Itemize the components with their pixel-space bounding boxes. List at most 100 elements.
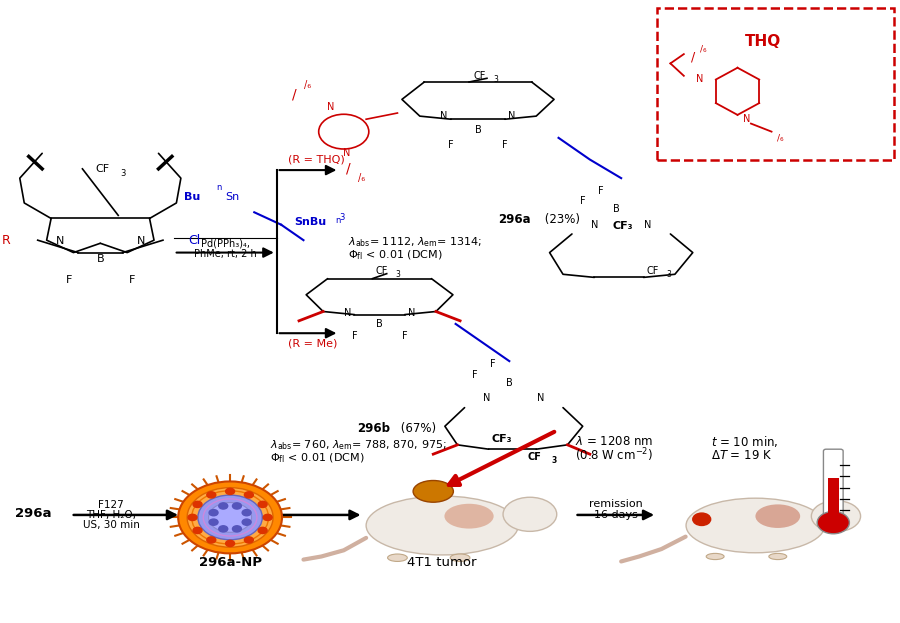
Text: n: n bbox=[217, 183, 222, 193]
Text: N: N bbox=[137, 236, 145, 247]
Text: N: N bbox=[697, 74, 704, 84]
Text: N: N bbox=[327, 102, 334, 112]
Circle shape bbox=[219, 526, 228, 532]
Text: 4T1 tumor: 4T1 tumor bbox=[408, 556, 477, 569]
Text: (R = THQ): (R = THQ) bbox=[288, 155, 345, 164]
Text: THF, H₂O,: THF, H₂O, bbox=[86, 510, 136, 520]
Text: N: N bbox=[742, 114, 751, 124]
Text: /₆: /₆ bbox=[358, 173, 365, 183]
Text: F: F bbox=[66, 275, 72, 285]
Ellipse shape bbox=[686, 498, 824, 553]
Ellipse shape bbox=[503, 497, 557, 531]
Circle shape bbox=[226, 488, 235, 495]
Text: Cl: Cl bbox=[188, 234, 201, 247]
Circle shape bbox=[207, 537, 216, 543]
Text: US, 30 min: US, 30 min bbox=[83, 520, 140, 530]
Text: 3: 3 bbox=[552, 457, 557, 465]
Circle shape bbox=[693, 513, 711, 525]
Text: N: N bbox=[408, 308, 416, 318]
Ellipse shape bbox=[388, 554, 408, 561]
Text: /₆: /₆ bbox=[304, 80, 311, 90]
Text: F: F bbox=[502, 140, 508, 150]
Text: CF: CF bbox=[375, 266, 388, 276]
Text: (R = Me): (R = Me) bbox=[288, 339, 338, 349]
Text: 16 days: 16 days bbox=[594, 510, 638, 520]
Text: N: N bbox=[344, 308, 351, 318]
Circle shape bbox=[242, 519, 251, 525]
Ellipse shape bbox=[812, 501, 860, 531]
Text: 296b: 296b bbox=[357, 422, 391, 435]
Text: (67%): (67%) bbox=[398, 422, 436, 435]
Text: N: N bbox=[343, 148, 350, 158]
Text: CF: CF bbox=[646, 266, 659, 276]
Text: R: R bbox=[2, 234, 11, 247]
Circle shape bbox=[198, 495, 262, 540]
Text: $\lambda$ = 1208 nm: $\lambda$ = 1208 nm bbox=[574, 435, 653, 448]
Text: /: / bbox=[346, 162, 350, 176]
Text: F: F bbox=[401, 331, 408, 341]
Circle shape bbox=[817, 511, 850, 534]
Text: B: B bbox=[96, 254, 104, 264]
Text: Pd(PPh₃)₄,: Pd(PPh₃)₄, bbox=[201, 238, 250, 249]
Text: $\Phi_{\rm fl}$ < 0.01 (DCM): $\Phi_{\rm fl}$ < 0.01 (DCM) bbox=[270, 452, 364, 465]
Ellipse shape bbox=[413, 480, 454, 502]
Ellipse shape bbox=[450, 554, 470, 561]
Bar bbox=[828, 478, 839, 520]
Text: N: N bbox=[483, 393, 490, 403]
Circle shape bbox=[258, 527, 267, 533]
Circle shape bbox=[226, 540, 235, 546]
Text: B: B bbox=[613, 204, 620, 214]
Circle shape bbox=[245, 537, 254, 543]
Text: 3: 3 bbox=[493, 75, 499, 84]
Text: Bu: Bu bbox=[184, 192, 201, 202]
Text: 3: 3 bbox=[395, 270, 400, 279]
Text: 296a: 296a bbox=[15, 506, 51, 520]
Text: F127: F127 bbox=[98, 500, 124, 510]
Circle shape bbox=[188, 515, 197, 520]
Text: N: N bbox=[590, 220, 598, 230]
Text: 3: 3 bbox=[120, 169, 125, 178]
Circle shape bbox=[209, 510, 218, 516]
Text: CF₃: CF₃ bbox=[491, 434, 512, 444]
Text: F: F bbox=[352, 331, 357, 341]
Text: PhMe, rt, 2 h: PhMe, rt, 2 h bbox=[194, 249, 257, 259]
Circle shape bbox=[219, 503, 228, 509]
Circle shape bbox=[209, 519, 218, 525]
Circle shape bbox=[194, 527, 202, 533]
Circle shape bbox=[232, 526, 241, 532]
Text: (23%): (23%) bbox=[541, 213, 580, 226]
Text: CF: CF bbox=[473, 71, 486, 81]
Text: N: N bbox=[56, 236, 64, 247]
Text: N: N bbox=[508, 111, 516, 121]
Ellipse shape bbox=[445, 504, 494, 528]
Ellipse shape bbox=[706, 553, 724, 559]
Text: B: B bbox=[506, 378, 513, 388]
Text: $\Delta T$ = 19 K: $\Delta T$ = 19 K bbox=[711, 449, 772, 462]
Text: Sn: Sn bbox=[226, 192, 240, 202]
Text: /: / bbox=[292, 87, 297, 102]
Text: 296a-NP: 296a-NP bbox=[199, 556, 262, 569]
Text: (0.8 W cm$^{-2}$): (0.8 W cm$^{-2}$) bbox=[574, 447, 652, 464]
Text: 296a: 296a bbox=[499, 213, 531, 226]
Circle shape bbox=[258, 502, 267, 508]
Text: CF₃: CF₃ bbox=[612, 221, 633, 231]
Text: /₆: /₆ bbox=[700, 45, 706, 54]
Text: $\lambda_{\rm abs}$= 760, $\lambda_{\rm em}$= 788, 870, 975;: $\lambda_{\rm abs}$= 760, $\lambda_{\rm … bbox=[270, 438, 447, 452]
Text: 3: 3 bbox=[666, 270, 671, 279]
Circle shape bbox=[245, 492, 254, 498]
Circle shape bbox=[242, 510, 251, 516]
Text: F: F bbox=[129, 275, 135, 285]
Text: F: F bbox=[580, 196, 586, 206]
Circle shape bbox=[207, 492, 216, 498]
Text: CF: CF bbox=[527, 452, 541, 462]
Circle shape bbox=[178, 482, 282, 553]
Circle shape bbox=[232, 503, 241, 509]
Text: N: N bbox=[537, 393, 544, 403]
Text: $\Phi_{\rm fl}$ < 0.01 (DCM): $\Phi_{\rm fl}$ < 0.01 (DCM) bbox=[348, 249, 443, 262]
Text: n: n bbox=[335, 216, 340, 225]
Text: $t$ = 10 min,: $t$ = 10 min, bbox=[711, 434, 778, 449]
Text: 3: 3 bbox=[339, 212, 345, 222]
Text: SnBu: SnBu bbox=[294, 217, 327, 227]
Text: F: F bbox=[491, 359, 496, 369]
Ellipse shape bbox=[755, 505, 800, 528]
